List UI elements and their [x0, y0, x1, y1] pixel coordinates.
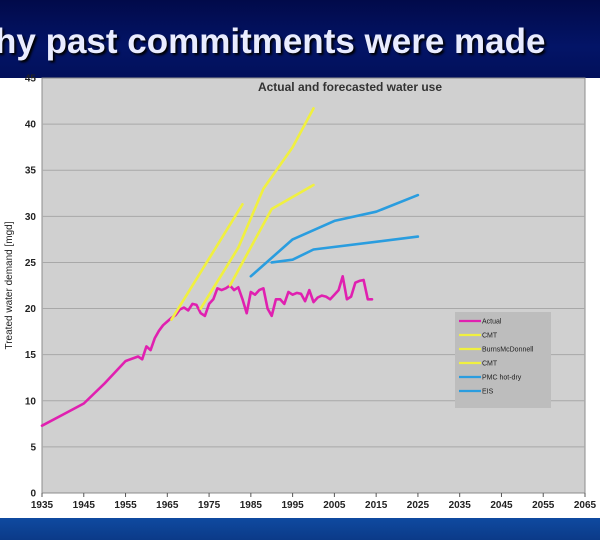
- series-line-0: [40, 274, 374, 428]
- x-tick-label: 2005: [323, 500, 346, 511]
- y-tick-label: 40: [25, 120, 37, 131]
- x-tick-label: 2045: [490, 500, 513, 511]
- series-line-4: [249, 193, 420, 278]
- y-tick-label: 45: [25, 74, 37, 85]
- x-tick-label: 1975: [198, 500, 221, 511]
- series-line-5: [270, 235, 420, 264]
- y-tick-label: 15: [25, 350, 37, 361]
- series-lines: [40, 107, 420, 428]
- legend-label: EIS: [482, 389, 494, 396]
- x-tick-label: 1945: [73, 500, 96, 511]
- slide-title-bar: hy past commitments were made: [0, 0, 600, 78]
- x-tick-label: 2025: [407, 500, 430, 511]
- y-axis-ticks: 0 5 10 15 20 25 30 35 40 45: [25, 74, 37, 500]
- gridlines: [42, 123, 585, 448]
- x-tick-label: 2055: [532, 500, 555, 511]
- x-tick-label: 1995: [281, 500, 304, 511]
- plot-area: [41, 77, 586, 494]
- series-line-2: [199, 107, 315, 310]
- x-tick-label: 2035: [449, 500, 472, 511]
- y-tick-label: 25: [25, 258, 37, 269]
- x-tick-label: 2015: [365, 500, 388, 511]
- y-tick-label: 20: [25, 304, 37, 315]
- legend-label: Actual: [482, 319, 502, 326]
- y-tick-label: 0: [30, 489, 36, 500]
- slide-title: hy past commitments were made: [0, 22, 546, 61]
- y-tick-label: 5: [30, 442, 36, 453]
- legend-label: CMT: [482, 333, 498, 340]
- legend-box: [455, 312, 551, 408]
- legend-label: BurnsMcDonnell: [482, 347, 534, 354]
- series-line-3: [228, 183, 315, 287]
- legend-label: PMC hot-dry: [482, 375, 522, 382]
- x-tick-label: 1985: [240, 500, 263, 511]
- y-tick-label: 30: [25, 212, 37, 223]
- series-line-1: [170, 203, 244, 321]
- x-tick-label: 2065: [574, 500, 597, 511]
- legend: Actual CMT BurnsMcDonnell CMT PMC hot-dry EIS: [455, 312, 551, 408]
- x-tick-label: 1935: [31, 500, 54, 511]
- y-axis-label: Treated water demand [mgd]: [4, 221, 15, 349]
- water-use-chart: Actual and forecasted water use 0 5 10 15 20…: [4, 74, 597, 512]
- x-tick-label: 1965: [156, 500, 179, 511]
- chart-title: Actual and forecasted water use: [258, 80, 442, 94]
- x-tick-label: 1955: [114, 500, 137, 511]
- x-axis-ticks: 1935 1945 1955 1965 1975 1985 1995 2005 2015 2025…: [31, 493, 597, 511]
- bottom-bar: [0, 518, 600, 540]
- legend-label: CMT: [482, 361, 498, 368]
- y-tick-label: 10: [25, 396, 37, 407]
- y-tick-label: 35: [25, 166, 37, 177]
